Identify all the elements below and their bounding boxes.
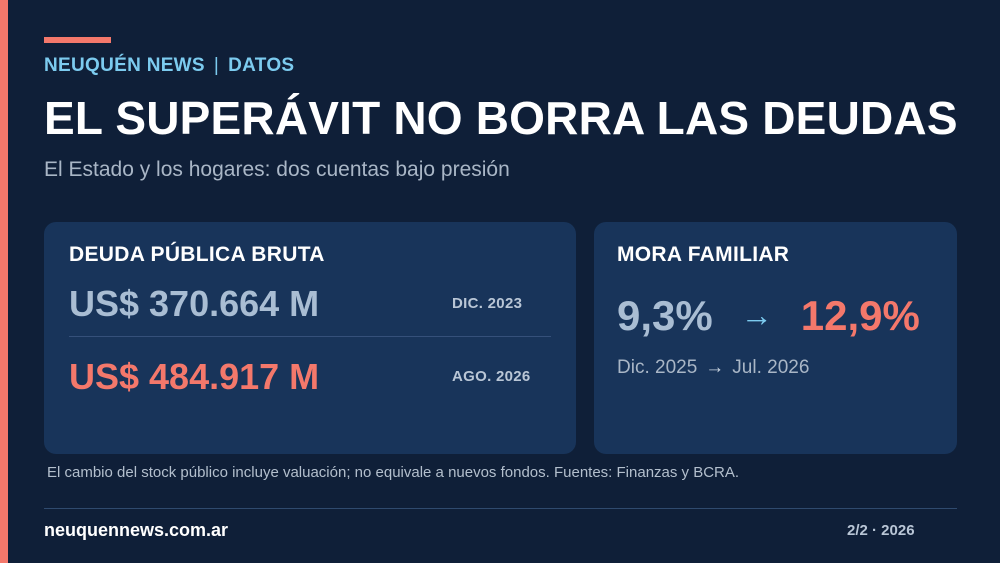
arrears-from-value: 9,3%: [617, 292, 713, 339]
arrears-period: Dic. 2025 → Jul. 2026: [617, 357, 809, 379]
debt-old-value: US$ 370.664 M: [69, 283, 320, 324]
arrears-to-period: Jul. 2026: [732, 357, 810, 378]
arrears-from-period: Dic. 2025: [617, 357, 698, 378]
footer-divider: [44, 508, 957, 509]
debt-new-value: US$ 484.917 M: [69, 356, 320, 397]
debt-new-date: AGO. 2026: [452, 368, 531, 385]
arrow-right-icon: →: [705, 357, 725, 378]
left-accent-bar: [0, 0, 8, 563]
subtitle: El Estado y los hogares: dos cuentas baj…: [44, 158, 510, 181]
card-divider: [69, 336, 551, 337]
arrears-values: 9,3% → 12,9%: [617, 292, 920, 340]
site-url: neuquennews.com.ar: [44, 520, 229, 540]
household-arrears-title: MORA FAMILIAR: [617, 243, 790, 266]
household-arrears-card: MORA FAMILIAR 9,3% → 12,9% Dic. 2025 → Jul. …: [594, 222, 957, 454]
arrow-right-icon: →: [740, 297, 773, 333]
kicker: NEUQUÉN NEWS | DATOS: [44, 55, 294, 77]
arrears-to-value: 12,9%: [800, 292, 920, 339]
debt-old-date: DIC. 2023: [452, 295, 523, 312]
kicker-separator: |: [213, 55, 220, 76]
public-debt-card: DEUDA PÚBLICA BRUTA US$ 370.664 M DIC. 2…: [44, 222, 576, 454]
headline: EL SUPERÁVIT NO BORRA LAS DEUDAS: [44, 92, 958, 144]
section-label: DATOS: [228, 55, 295, 76]
page-indicator: 2/2 · 2026: [847, 522, 915, 539]
public-debt-title: DEUDA PÚBLICA BRUTA: [69, 243, 325, 266]
brand-label: NEUQUÉN NEWS: [44, 55, 205, 76]
footnote: El cambio del stock público incluye valu…: [47, 464, 740, 481]
top-accent-line: [44, 37, 111, 43]
